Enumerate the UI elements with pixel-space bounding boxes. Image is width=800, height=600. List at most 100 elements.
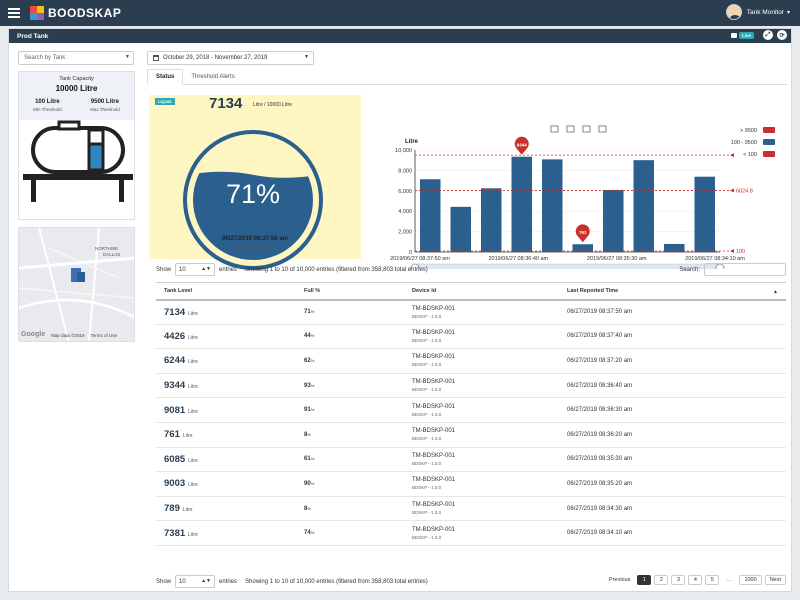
cell-device: TM-BDSKP-001 BDSKP - 1.0.0 — [404, 471, 559, 497]
bar[interactable] — [633, 160, 655, 252]
map-label-northwest: NORTHWE — [95, 246, 119, 251]
table-row[interactable]: 9344 Litre 93% TM-BDSKP-001 BDSKP - 1.0.0 06/… — [156, 373, 786, 399]
table-row[interactable]: 761 Litre 8% TM-BDSKP-001 BDSKP - 1.0.0 06/27… — [156, 422, 786, 448]
table-row[interactable]: 9003 Litre 90% TM-BDSKP-001 BDSKP - 1.0.0 06/… — [156, 471, 786, 497]
tab-status[interactable]: Status — [147, 69, 184, 85]
table-row[interactable]: 789 Litre 8% TM-BDSKP-001 BDSKP - 1.0.0 06/27… — [156, 496, 786, 522]
table-row[interactable]: 6085 Litre 61% TM-BDSKP-001 BDSKP - 1.0.0 06/… — [156, 447, 786, 473]
bar[interactable] — [603, 189, 624, 252]
cell-full-percent: 8% — [296, 422, 404, 448]
value-marker[interactable] — [575, 224, 590, 243]
table-search-input[interactable] — [704, 263, 786, 276]
header-tank-level[interactable]: Tank Level — [156, 282, 296, 301]
tab-threshold-alerts[interactable]: Threshold Alerts — [191, 73, 235, 80]
search-label: Search: — [679, 266, 700, 273]
cell-full-percent: 61% — [296, 447, 404, 473]
user-menu[interactable]: Tank Monitor ▾ — [725, 4, 790, 20]
table-row[interactable]: 6244 Litre 62% TM-BDSKP-001 BDSKP - 1.0.0 06/… — [156, 348, 786, 374]
level-capacity: Litre / 10000 Litre — [253, 102, 292, 108]
table-row[interactable]: 7134 Litre 71% TM-BDSKP-001 BDSKP - 1.0.0 06/… — [156, 299, 786, 325]
y-tick-label: 0 — [409, 250, 412, 256]
y-tick-label: 8,000 — [398, 168, 412, 174]
x-tick-label: 2019/06/27 08:35:30 am — [587, 256, 647, 262]
brand-logo[interactable]: BOODSKAP — [30, 6, 121, 20]
cell-device: TM-BDSKP-001 BDSKP - 1.0.0 — [404, 447, 559, 473]
zoom-icon[interactable] — [550, 125, 559, 133]
tabs: Status Threshold Alerts — [147, 69, 787, 85]
pagination-ellipsis: … — [726, 577, 733, 583]
top-navbar: BOODSKAP Tank Monitor ▾ — [0, 0, 800, 26]
tank-search-select[interactable]: Search by Tank ▼ — [18, 51, 134, 65]
entries-label: entries — [219, 266, 238, 273]
table-row[interactable]: 9081 Litre 91% TM-BDSKP-001 BDSKP - 1.0.0 06/… — [156, 397, 786, 423]
expand-icon[interactable]: ⤢ — [763, 30, 773, 40]
legend-swatch[interactable] — [763, 139, 775, 145]
level-table: Tank Level Full % Device Id Last Reporte… — [156, 282, 786, 546]
header-full-percent[interactable]: Full % — [296, 282, 404, 301]
bar[interactable] — [450, 206, 472, 252]
cell-tank-level: 6085 Litre — [156, 447, 296, 473]
bar[interactable] — [572, 244, 594, 252]
cell-time: 06/27/2019 08:34:10 am — [559, 520, 786, 546]
page-size-select[interactable]: 10 ▲▼ — [175, 575, 216, 588]
legend-swatch[interactable] — [763, 151, 775, 157]
map-label-dallas: DALLAS — [103, 252, 121, 257]
menu-icon[interactable] — [8, 8, 20, 18]
page-size-select[interactable]: 10 ▲▼ — [175, 263, 216, 276]
cell-tank-level: 7381 Litre — [156, 520, 296, 546]
x-tick-label: 2019/06/27 08:34:10 am — [685, 256, 745, 262]
header-last-reported[interactable]: Last Reported Time ▲ — [559, 282, 786, 301]
bar[interactable] — [511, 156, 533, 252]
cell-time: 06/27/2019 08:36:20 am — [559, 422, 786, 448]
page-button[interactable]: 4 — [688, 575, 703, 585]
cell-tank-level: 4426 Litre — [156, 324, 296, 350]
header-device-id[interactable]: Device Id — [404, 282, 559, 301]
panel-title: Prod Tank — [17, 32, 49, 40]
cell-full-percent: 44% — [296, 324, 404, 350]
next-button[interactable]: Next — [764, 575, 786, 585]
page-button[interactable]: 1000 — [739, 575, 762, 585]
download-icon[interactable] — [598, 125, 607, 133]
cell-tank-level: 7134 Litre — [156, 299, 296, 325]
table-row[interactable]: 4426 Litre 44% TM-BDSKP-001 BDSKP - 1.0.0 06/… — [156, 324, 786, 350]
level-percent: 71% — [225, 179, 281, 209]
cell-full-percent: 91% — [296, 397, 404, 423]
legend-swatch[interactable] — [763, 127, 775, 133]
map-attribution: Map data ©2019 — [51, 333, 85, 338]
cell-tank-level: 6244 Litre — [156, 348, 296, 374]
bar[interactable] — [694, 176, 716, 252]
previous-button[interactable]: Previous — [609, 577, 631, 583]
value-marker[interactable] — [514, 136, 529, 155]
cell-time: 06/27/2019 08:36:30 am — [559, 397, 786, 423]
live-badge[interactable]: Live — [738, 31, 754, 39]
bar[interactable] — [420, 179, 441, 252]
marker-label: 9344 — [517, 143, 528, 148]
map-terms-link[interactable]: Terms of Use — [90, 333, 117, 338]
logo-icon — [30, 6, 44, 20]
table-row[interactable]: 7381 Litre 74% TM-BDSKP-001 BDSKP - 1.0.0 06/… — [156, 520, 786, 546]
show-label: Show — [156, 578, 172, 585]
capacity-card: Tank Capacity 10000 Litre 100 Litre Min T… — [18, 71, 135, 220]
bar-chart-icon[interactable] — [566, 125, 575, 133]
page-button[interactable]: 5 — [705, 575, 720, 585]
min-threshold-label: Min Threshold — [33, 107, 62, 112]
page-button[interactable]: 2 — [654, 575, 669, 585]
page-button[interactable]: 3 — [671, 575, 686, 585]
date-range-picker[interactable]: October 29, 2018 - November 27, 2019 ▼ — [147, 51, 314, 65]
cell-full-percent: 8% — [296, 496, 404, 522]
bar[interactable] — [664, 243, 685, 252]
level-gauge: 71% — [182, 129, 324, 271]
page-button[interactable]: 1 — [637, 575, 652, 585]
reference-label: 100 — [736, 249, 745, 255]
level-value: 7134 — [209, 95, 243, 112]
tank-illustration-icon — [23, 120, 133, 202]
capacity-value: 10000 Litre — [55, 84, 98, 93]
tank-search-placeholder: Search by Tank — [24, 55, 66, 61]
bar[interactable] — [542, 159, 563, 252]
window-icon[interactable] — [730, 32, 737, 38]
restore-icon[interactable] — [582, 125, 591, 133]
location-map[interactable]: NORTHWE DALLAS Google Map data ©2019 Ter… — [18, 227, 135, 342]
show-label: Show — [156, 266, 172, 273]
bar[interactable] — [481, 188, 502, 252]
refresh-icon[interactable]: ⟳ — [777, 30, 787, 40]
